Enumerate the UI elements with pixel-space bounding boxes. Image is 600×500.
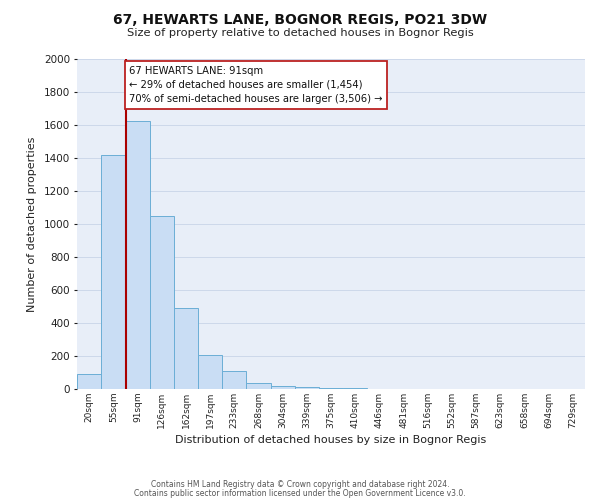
Text: Size of property relative to detached houses in Bognor Regis: Size of property relative to detached ho…: [127, 28, 473, 38]
X-axis label: Distribution of detached houses by size in Bognor Regis: Distribution of detached houses by size …: [175, 435, 487, 445]
Bar: [174, 308, 198, 389]
Bar: [295, 387, 319, 389]
Bar: [125, 121, 149, 389]
Bar: [77, 374, 101, 389]
Bar: [247, 382, 271, 389]
Text: 67, HEWARTS LANE, BOGNOR REGIS, PO21 3DW: 67, HEWARTS LANE, BOGNOR REGIS, PO21 3DW: [113, 12, 487, 26]
Bar: [222, 371, 247, 389]
Bar: [319, 388, 343, 389]
Bar: [343, 388, 367, 389]
Text: Contains public sector information licensed under the Open Government Licence v3: Contains public sector information licen…: [134, 488, 466, 498]
Bar: [271, 386, 295, 389]
Text: Contains HM Land Registry data © Crown copyright and database right 2024.: Contains HM Land Registry data © Crown c…: [151, 480, 449, 489]
Text: 67 HEWARTS LANE: 91sqm
← 29% of detached houses are smaller (1,454)
70% of semi-: 67 HEWARTS LANE: 91sqm ← 29% of detached…: [129, 66, 383, 104]
Y-axis label: Number of detached properties: Number of detached properties: [27, 136, 37, 312]
Bar: [149, 216, 174, 389]
Bar: [101, 156, 125, 389]
Bar: [198, 355, 222, 389]
